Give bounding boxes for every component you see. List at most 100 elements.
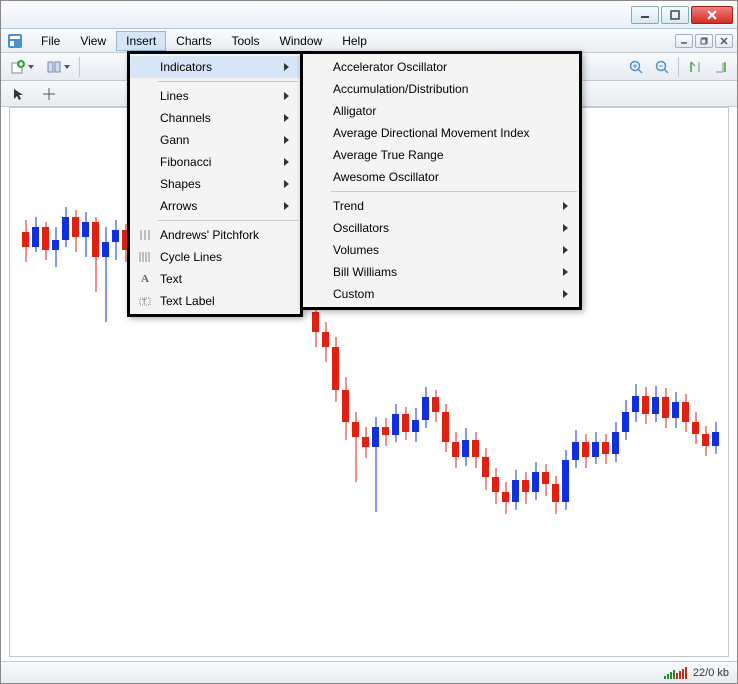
mdi-restore-button[interactable] (695, 34, 713, 48)
menu-item-label: Oscillators (329, 221, 563, 235)
insert-item-arrows[interactable]: Arrows (130, 195, 300, 217)
menu-item-label: Arrows (156, 199, 284, 213)
indicator-item-accelerator-oscillator[interactable]: Accelerator Oscillator (303, 56, 579, 78)
menu-item-label: Text Label (156, 294, 284, 308)
app-icon (5, 32, 25, 50)
indicator-item-awesome-oscillator[interactable]: Awesome Oscillator (303, 166, 579, 188)
insert-item-shapes[interactable]: Shapes (130, 173, 300, 195)
menu-item-label: Accelerator Oscillator (329, 60, 563, 74)
menu-item-label: Average True Range (329, 148, 563, 162)
status-text: 22/0 kb (693, 667, 729, 679)
insert-item-indicators[interactable]: Indicators (130, 56, 300, 78)
menu-item-label: Alligator (329, 104, 563, 118)
submenu-arrow-icon (284, 63, 294, 71)
zoom-in-button[interactable] (624, 56, 648, 78)
menubar: FileViewInsertChartsToolsWindowHelp (1, 29, 737, 53)
label-icon: T (134, 294, 156, 308)
insert-menu-dropdown: Indicators Lines Channels Gann Fibonacci Shap… (127, 51, 303, 317)
menu-item-label: Text (156, 272, 284, 286)
submenu-arrow-icon (284, 114, 294, 122)
cycle-icon (134, 250, 156, 264)
indicator-item-average-true-range[interactable]: Average True Range (303, 144, 579, 166)
new-chart-button[interactable] (5, 56, 39, 78)
scroll-end-button[interactable] (683, 56, 707, 78)
menu-file[interactable]: File (31, 31, 70, 51)
connection-bars-icon (664, 667, 687, 679)
menu-tools[interactable]: Tools (222, 31, 270, 51)
candle (612, 108, 619, 656)
cursor-button[interactable] (7, 83, 31, 105)
indicator-item-trend[interactable]: Trend (303, 195, 579, 217)
menu-item-label: Shapes (156, 177, 284, 191)
indicator-item-average-directional-movement-index[interactable]: Average Directional Movement Index (303, 122, 579, 144)
candle (42, 108, 49, 656)
pitchfork-icon (134, 228, 156, 242)
candle (32, 108, 39, 656)
insert-item-fibonacci[interactable]: Fibonacci (130, 151, 300, 173)
menu-item-label: Awesome Oscillator (329, 170, 563, 184)
submenu-arrow-icon (284, 180, 294, 188)
menu-view[interactable]: View (70, 31, 116, 51)
indicator-item-alligator[interactable]: Alligator (303, 100, 579, 122)
menu-item-label: Channels (156, 111, 284, 125)
indicator-item-accumulation-distribution[interactable]: Accumulation/Distribution (303, 78, 579, 100)
candle (712, 108, 719, 656)
svg-text:T: T (142, 299, 147, 306)
insert-item-channels[interactable]: Channels (130, 107, 300, 129)
menu-window[interactable]: Window (270, 31, 333, 51)
submenu-arrow-icon (563, 202, 573, 210)
insert-item-cycle-lines[interactable]: Cycle Lines (130, 246, 300, 268)
menu-item-label: Lines (156, 89, 284, 103)
insert-item-text[interactable]: AText (130, 268, 300, 290)
submenu-arrow-icon (284, 136, 294, 144)
candle (112, 108, 119, 656)
zoom-out-button[interactable] (650, 56, 674, 78)
minimize-button[interactable] (631, 6, 659, 24)
indicator-item-custom[interactable]: Custom (303, 283, 579, 305)
menu-item-label: Fibonacci (156, 155, 284, 169)
profiles-button[interactable] (41, 56, 75, 78)
menu-item-label: Average Directional Movement Index (329, 126, 563, 140)
submenu-arrow-icon (563, 268, 573, 276)
candle (92, 108, 99, 656)
menu-insert[interactable]: Insert (116, 31, 166, 51)
candle (22, 108, 29, 656)
candle (62, 108, 69, 656)
candle (682, 108, 689, 656)
titlebar (1, 1, 737, 29)
mdi-close-button[interactable] (715, 34, 733, 48)
insert-item-gann[interactable]: Gann (130, 129, 300, 151)
insert-item-lines[interactable]: Lines (130, 85, 300, 107)
candle (632, 108, 639, 656)
candle (642, 108, 649, 656)
menu-help[interactable]: Help (332, 31, 377, 51)
candle (72, 108, 79, 656)
indicators-submenu-dropdown: Accelerator Oscillator Accumulation/Distr… (300, 51, 582, 310)
menu-item-label: Andrews' Pitchfork (156, 228, 284, 242)
mdi-minimize-button[interactable] (675, 34, 693, 48)
menu-item-label: Trend (329, 199, 563, 213)
menu-item-label: Custom (329, 287, 563, 301)
candle (672, 108, 679, 656)
candle (652, 108, 659, 656)
A-icon: A (134, 273, 156, 285)
insert-item-andrews-pitchfork[interactable]: Andrews' Pitchfork (130, 224, 300, 246)
maximize-button[interactable] (661, 6, 689, 24)
mdi-controls (675, 34, 737, 48)
close-button[interactable] (691, 6, 733, 24)
insert-item-text-label[interactable]: T Text Label (130, 290, 300, 312)
indicator-item-bill-williams[interactable]: Bill Williams (303, 261, 579, 283)
indicator-item-volumes[interactable]: Volumes (303, 239, 579, 261)
indicator-item-oscillators[interactable]: Oscillators (303, 217, 579, 239)
menu-item-label: Gann (156, 133, 284, 147)
menu-item-label: Indicators (156, 60, 284, 74)
menu-item-label: Bill Williams (329, 265, 563, 279)
menu-item-label: Accumulation/Distribution (329, 82, 563, 96)
submenu-arrow-icon (284, 158, 294, 166)
chart-shift-button[interactable] (709, 56, 733, 78)
crosshair-button[interactable] (37, 83, 61, 105)
candle (702, 108, 709, 656)
submenu-arrow-icon (284, 202, 294, 210)
statusbar: 22/0 kb (1, 661, 737, 683)
menu-charts[interactable]: Charts (166, 31, 221, 51)
